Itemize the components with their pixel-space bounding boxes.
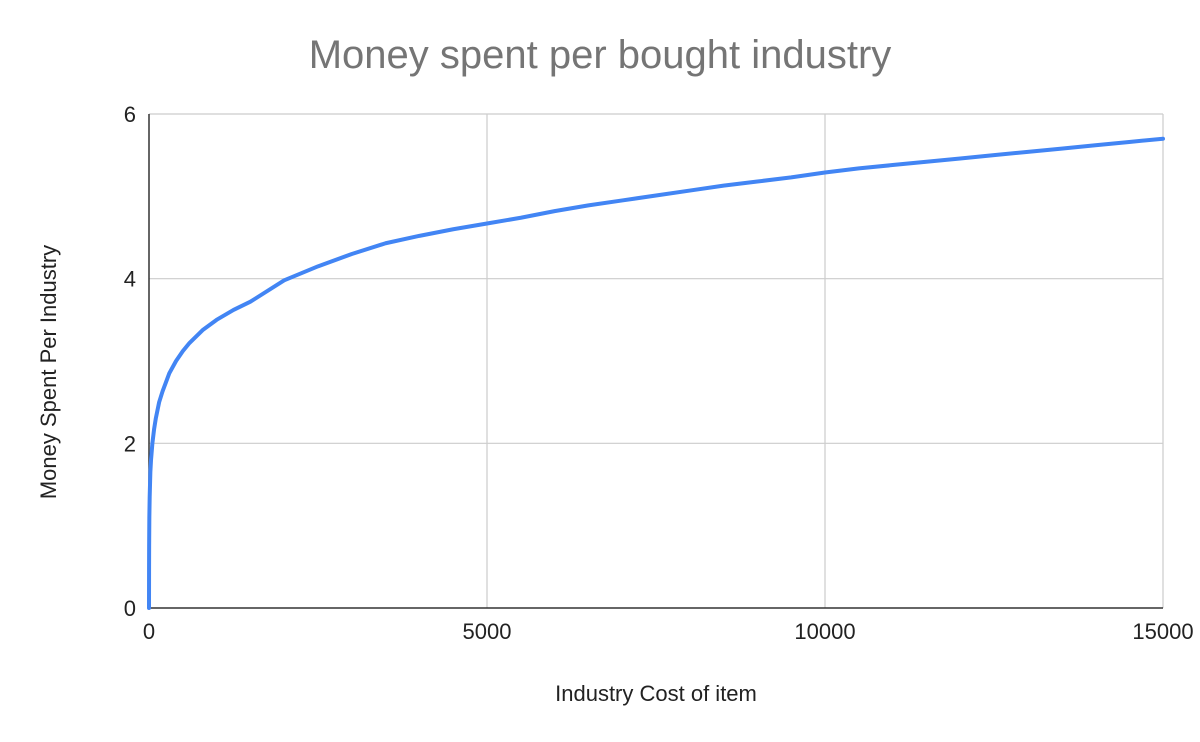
series-line	[147, 136, 1165, 610]
x-tick-label: 5000	[463, 619, 512, 644]
x-tick-label: 15000	[1132, 619, 1193, 644]
gridlines	[149, 113, 1164, 608]
x-axis-title: Industry Cost of item	[555, 681, 757, 706]
series-layer	[147, 136, 1165, 610]
x-tick-label: 10000	[794, 619, 855, 644]
y-tick-label: 2	[124, 431, 136, 456]
x-tick-label: 0	[143, 619, 155, 644]
y-tick-label: 4	[124, 267, 136, 292]
y-tick-label: 0	[124, 596, 136, 621]
axes	[148, 114, 1163, 609]
tick-labels: 0 5000 10000 15000 0 2 4 6	[124, 102, 1194, 644]
chart-title: Money spent per bought industry	[309, 33, 892, 77]
y-axis-title: Money Spent Per Industry	[36, 245, 61, 499]
y-tick-label: 6	[124, 102, 136, 127]
